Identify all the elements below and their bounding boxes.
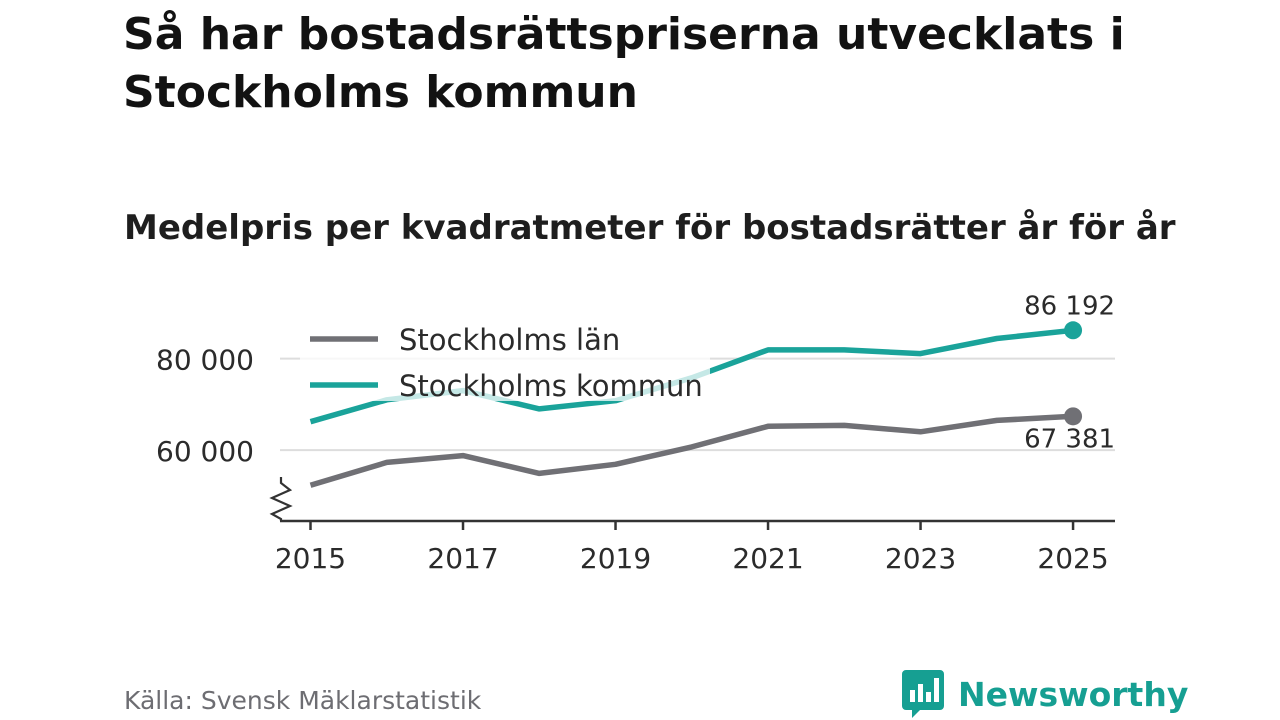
bar-chart-speech-bubble-icon <box>902 670 944 718</box>
brand-name: Newsworthy <box>958 674 1189 714</box>
end-point-lan <box>1064 407 1083 426</box>
end-point-kommun <box>1064 321 1083 340</box>
x-tick-label-2019: 2019 <box>580 542 651 575</box>
y-tick-label-60000: 60 000 <box>156 435 254 468</box>
y-tick-label-80000: 80 000 <box>156 344 254 377</box>
chart-subtitle: Medelpris per kvadratmeter för bostadsrä… <box>124 208 1176 248</box>
legend: Stockholms län Stockholms kommun <box>300 317 710 403</box>
end-label-kommun: 86 192 <box>1024 291 1115 321</box>
axes: 60 000 80 000 2015 2017 2019 2021 2023 2025 <box>156 344 1115 575</box>
source-note: Källa: Svensk Mäklarstatistik <box>124 686 482 715</box>
newsworthy-logo: Newsworthy <box>902 670 1188 718</box>
chart-title: Så har bostadsrättspriserna utvecklats i… <box>123 9 1125 118</box>
data-labels: 86 192 67 381 <box>1024 291 1115 454</box>
x-tick-label-2025: 2025 <box>1037 542 1108 575</box>
legend-label-kommun: Stockholms kommun <box>399 369 703 403</box>
x-tick-label-2021: 2021 <box>732 542 803 575</box>
end-label-lan: 67 381 <box>1024 424 1115 454</box>
series-line-lan <box>309 413 1074 488</box>
x-tick-label-2015: 2015 <box>275 542 346 575</box>
legend-label-lan: Stockholms län <box>399 323 620 357</box>
x-tick-label-2017: 2017 <box>427 542 498 575</box>
x-tick-label-2023: 2023 <box>885 542 956 575</box>
y-axis-break <box>269 477 293 521</box>
